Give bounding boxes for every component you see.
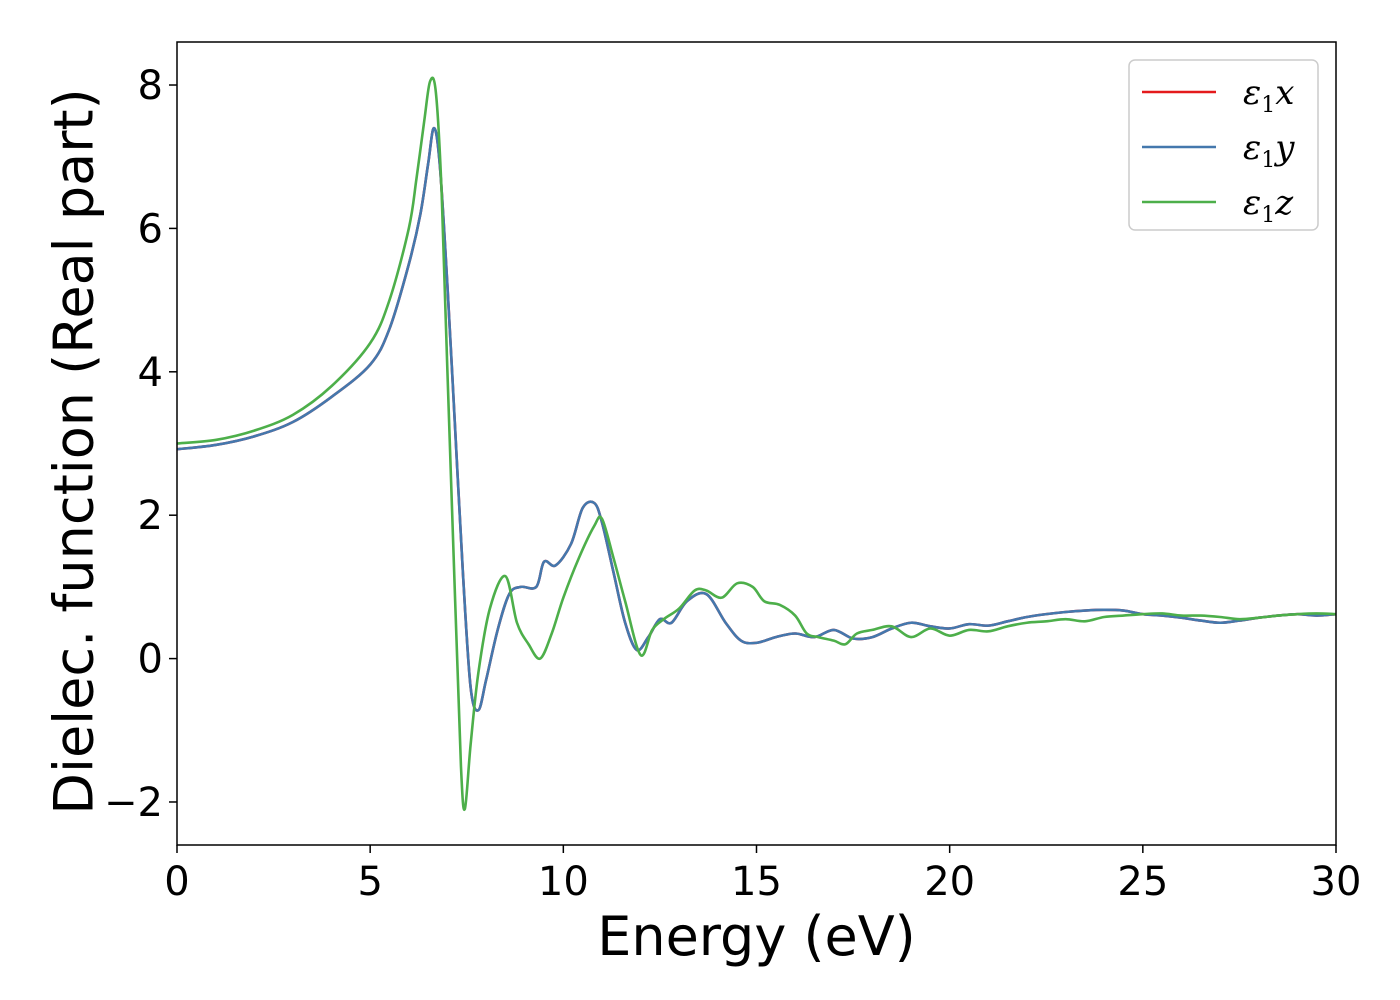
legend-box — [1128, 59, 1319, 231]
x-tick-label: 0 — [164, 859, 189, 905]
x-tick-label: 30 — [1311, 859, 1362, 905]
x-tick-label: 20 — [924, 859, 975, 905]
x-tick-label: 25 — [1117, 859, 1168, 905]
legend-symbol: ε — [1243, 183, 1261, 223]
y-tick-label: 0 — [138, 637, 163, 683]
legend-variable: y — [1273, 128, 1295, 168]
legend-label-x: ε1x — [1243, 73, 1294, 118]
x-tick-label: 10 — [538, 859, 589, 905]
y-tick-label: 8 — [138, 63, 163, 109]
legend-variable: z — [1274, 183, 1294, 223]
legend-label-y: ε1y — [1243, 128, 1295, 173]
legend-subscript: 1 — [1261, 93, 1275, 118]
x-axis-ticks: 0 5 10 15 20 25 30 — [164, 845, 1361, 905]
y-tick-label: −2 — [104, 780, 163, 826]
legend-label-z: ε1z — [1243, 183, 1294, 228]
y-tick-label: 4 — [138, 350, 163, 396]
legend-symbol: ε — [1243, 73, 1261, 113]
series-layer — [177, 76, 1336, 812]
legend-subscript: 1 — [1261, 148, 1275, 173]
legend-symbol: ε — [1243, 128, 1261, 168]
y-axis-label: Dielec. function (Real part) — [43, 88, 106, 814]
x-tick-label: 15 — [731, 859, 782, 905]
x-tick-label: 5 — [357, 859, 382, 905]
legend-subscript: 1 — [1261, 203, 1275, 228]
y-axis-ticks: −2 0 2 4 6 8 — [104, 63, 177, 826]
series-line-z — [177, 76, 1336, 812]
x-axis-label: Energy (eV) — [597, 905, 916, 968]
y-tick-label: 2 — [138, 493, 163, 539]
y-tick-label: 6 — [138, 206, 163, 252]
legend-variable: x — [1275, 73, 1294, 113]
